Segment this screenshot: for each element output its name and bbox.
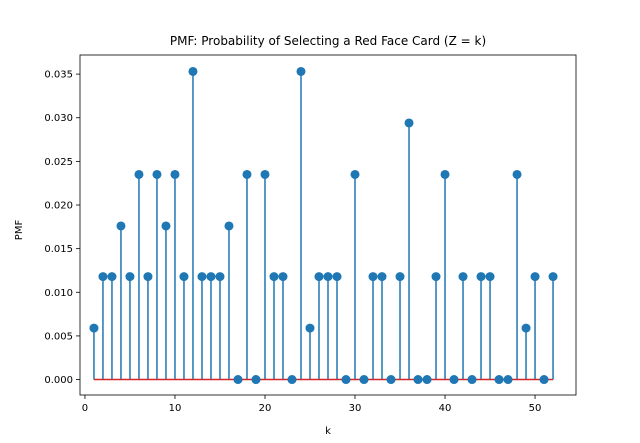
stem-point-8 — [152, 169, 162, 179]
stem-point-44 — [476, 272, 486, 282]
stem-point-14 — [206, 272, 216, 282]
stem-point-33 — [377, 272, 387, 282]
stem-point-17 — [233, 375, 243, 385]
stem-point-29 — [341, 375, 351, 385]
x-tick-label: 40 — [439, 403, 452, 414]
stem-point-30 — [350, 169, 360, 179]
y-tick-label: 0.030 — [44, 113, 73, 124]
stem-point-35 — [395, 272, 405, 282]
stem-point-45 — [485, 272, 495, 282]
stem-point-40 — [440, 169, 450, 179]
stem-point-37 — [413, 375, 423, 385]
stem-point-1 — [89, 323, 99, 333]
stem-point-10 — [170, 169, 180, 179]
stem-point-23 — [287, 375, 297, 385]
stem-point-52 — [548, 272, 558, 282]
chart-title: PMF: Probability of Selecting a Red Face… — [170, 34, 486, 48]
stem-point-22 — [278, 272, 288, 282]
stem-point-32 — [368, 272, 378, 282]
y-axis-ticks: 0.000 0.005 0.010 0.015 0.020 0.025 0.030 0.035 — [44, 70, 80, 386]
stem-point-21 — [269, 272, 279, 282]
x-axis-label: k — [325, 426, 331, 437]
stem-point-46 — [494, 375, 504, 385]
stem-point-19 — [251, 375, 261, 385]
stem-point-24 — [296, 66, 306, 76]
y-tick-label: 0.035 — [44, 70, 73, 81]
y-tick-label: 0.025 — [44, 157, 73, 168]
stem-point-49 — [521, 323, 531, 333]
stem-point-51 — [539, 375, 549, 385]
stem-point-2 — [98, 272, 108, 282]
stem-point-48 — [512, 169, 522, 179]
stem-point-9 — [161, 221, 171, 231]
y-axis-label: PMF — [14, 220, 25, 241]
stem-point-38 — [422, 375, 432, 385]
stem-point-42 — [458, 272, 468, 282]
y-tick-label: 0.010 — [44, 288, 73, 299]
x-tick-label: 10 — [169, 403, 182, 414]
x-axis-ticks: 0 10 20 30 40 50 — [82, 395, 542, 414]
stem-point-47 — [503, 375, 513, 385]
stem-point-12 — [188, 66, 198, 76]
stem-point-39 — [431, 272, 441, 282]
stem-point-31 — [359, 375, 369, 385]
stem-point-6 — [134, 169, 144, 179]
stem-point-4 — [116, 221, 126, 231]
x-tick-label: 30 — [349, 403, 362, 414]
stem-point-11 — [179, 272, 189, 282]
x-tick-label: 50 — [529, 403, 542, 414]
stem-point-43 — [467, 375, 477, 385]
y-tick-label: 0.005 — [44, 331, 73, 342]
x-tick-label: 0 — [82, 403, 88, 414]
stem-point-25 — [305, 323, 315, 333]
x-tick-label: 20 — [259, 403, 272, 414]
stem-point-16 — [224, 221, 234, 231]
stem-point-26 — [314, 272, 324, 282]
y-tick-label: 0.020 — [44, 201, 73, 212]
stem-point-41 — [449, 375, 459, 385]
stem-point-27 — [323, 272, 333, 282]
y-tick-label: 0.000 — [44, 375, 73, 386]
stem-point-20 — [260, 169, 270, 179]
stem-point-7 — [143, 272, 153, 282]
stem-point-36 — [404, 118, 414, 128]
stem-point-18 — [242, 169, 252, 179]
stem-marks — [89, 66, 558, 385]
stem-point-28 — [332, 272, 342, 282]
y-tick-label: 0.015 — [44, 244, 73, 255]
stem-point-13 — [197, 272, 207, 282]
plot-frame — [79, 54, 577, 396]
stem-point-5 — [125, 272, 135, 282]
stem-point-50 — [530, 272, 540, 282]
stem-point-34 — [386, 375, 396, 385]
stem-point-3 — [107, 272, 117, 282]
stem-point-15 — [215, 272, 225, 282]
